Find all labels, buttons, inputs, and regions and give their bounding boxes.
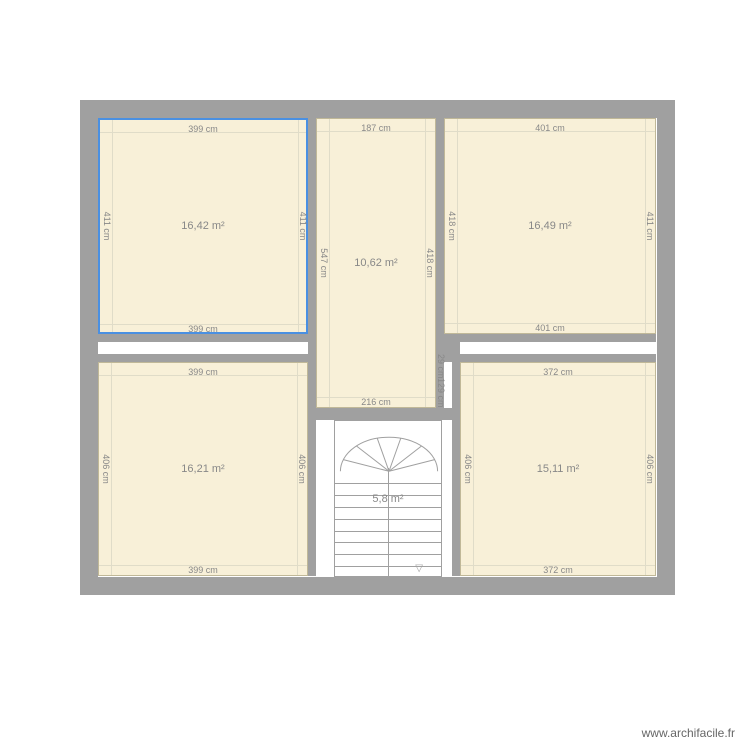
room-r3[interactable]: 401 cm 401 cm 418 cm 411 cm 16,49 m² <box>444 118 656 334</box>
area-label: 10,62 m² <box>354 257 397 269</box>
dimension-label: 216 cm <box>361 397 391 407</box>
room-r4[interactable]: 399 cm 399 cm 406 cm 406 cm 16,21 m² <box>98 362 308 576</box>
dimension-label: 411 cm <box>645 212 655 241</box>
area-label: 16,49 m² <box>528 220 571 232</box>
dimension-label: 547 cm <box>319 248 329 278</box>
dimension-label: 129 cm <box>436 378 446 408</box>
area-label: 15,11 m² <box>537 463 580 475</box>
room-r2[interactable]: 187 cm 216 cm 547 cm 418 cm 10,62 m² <box>316 118 436 408</box>
room-r5[interactable]: 372 cm 372 cm 406 cm 406 cm 15,11 m² <box>460 362 656 576</box>
dimension-label: 401 cm <box>535 123 565 133</box>
dimension-label: 399 cm <box>188 324 218 334</box>
dimension-label: 29 cm <box>436 354 446 379</box>
area-label: 16,21 m² <box>181 463 224 475</box>
dimension-label: 401 cm <box>535 323 565 333</box>
outer-wall-left <box>80 100 98 595</box>
dimension-label: 411 cm <box>298 212 308 241</box>
dimension-label: 372 cm <box>543 565 573 575</box>
dimension-label: 418 cm <box>447 211 457 241</box>
dimension-label: 418 cm <box>425 248 435 278</box>
dimension-label: 406 cm <box>101 454 111 484</box>
dimension-label: 399 cm <box>188 565 218 575</box>
dimension-label: 372 cm <box>543 367 573 377</box>
inner-wall <box>460 354 656 362</box>
dimension-label: 399 cm <box>188 124 218 134</box>
outer-wall-bottom <box>80 577 675 595</box>
outer-wall-right <box>657 100 675 595</box>
inner-wall <box>444 334 656 342</box>
dimension-label: 406 cm <box>645 454 655 484</box>
room-r1[interactable]: 399 cm 399 cm 411 cm 411 cm 16,42 m² <box>98 118 308 334</box>
inner-wall <box>308 118 316 576</box>
stairwell[interactable]: ▽ 5,8 m² <box>334 420 442 577</box>
area-label: 16,42 m² <box>181 220 224 232</box>
dimension-label: 187 cm <box>361 123 391 133</box>
inner-wall <box>98 334 308 342</box>
inner-wall <box>98 354 308 362</box>
dimension-label: 399 cm <box>188 367 218 377</box>
inner-wall <box>316 408 460 420</box>
floor-plan: 399 cm 399 cm 411 cm 411 cm 16,42 m² 187 cm 21… <box>80 100 675 595</box>
area-label: 5,8 m² <box>372 493 403 505</box>
outer-wall-top <box>80 100 675 118</box>
inner-wall <box>452 342 460 576</box>
watermark-link[interactable]: www.archifacile.fr <box>642 726 735 740</box>
dimension-label: 406 cm <box>297 454 307 484</box>
dimension-label: 411 cm <box>102 212 112 241</box>
stair-direction-icon: ▽ <box>415 563 423 574</box>
dimension-label: 406 cm <box>463 454 473 484</box>
